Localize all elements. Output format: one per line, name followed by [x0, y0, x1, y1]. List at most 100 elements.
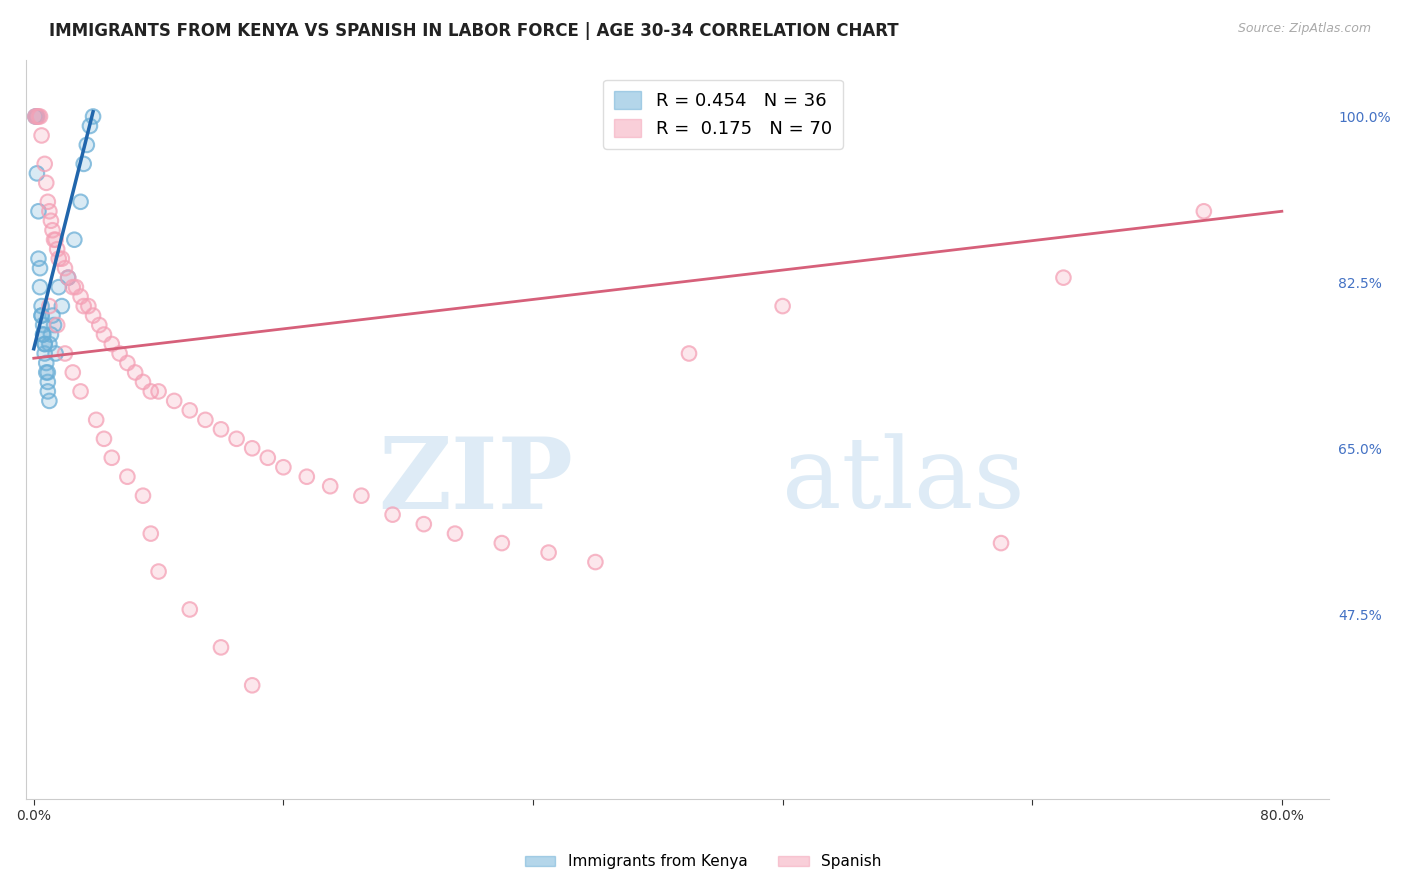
- Point: [38, 204, 60, 219]
- Point: [117, 469, 139, 483]
- Point: [124, 366, 146, 380]
- Point: [89, 318, 111, 332]
- Point: [194, 413, 217, 427]
- Point: [101, 450, 124, 465]
- Point: [37, 384, 59, 399]
- Point: [583, 555, 606, 569]
- Point: [148, 565, 170, 579]
- Point: [990, 536, 1012, 550]
- Point: [73, 299, 96, 313]
- Point: [319, 479, 342, 493]
- Legend: Immigrants from Kenya, Spanish: Immigrants from Kenya, Spanish: [519, 848, 887, 875]
- Point: [93, 327, 115, 342]
- Point: [25, 166, 48, 180]
- Point: [27, 110, 49, 124]
- Point: [37, 384, 59, 399]
- Point: [73, 157, 96, 171]
- Point: [139, 384, 162, 399]
- Point: [25, 110, 48, 124]
- Point: [35, 356, 58, 370]
- Point: [35, 366, 58, 380]
- Point: [31, 309, 53, 323]
- Point: [38, 393, 60, 408]
- Point: [34, 337, 56, 351]
- Point: [444, 526, 467, 541]
- Point: [62, 366, 84, 380]
- Point: [179, 403, 201, 417]
- Point: [179, 602, 201, 616]
- Point: [225, 432, 247, 446]
- Point: [240, 442, 263, 456]
- Point: [62, 280, 84, 294]
- Point: [108, 346, 131, 360]
- Point: [24, 110, 46, 124]
- Point: [37, 194, 59, 209]
- Point: [39, 213, 62, 227]
- Point: [82, 309, 104, 323]
- Point: [79, 119, 101, 133]
- Point: [45, 233, 67, 247]
- Point: [56, 270, 79, 285]
- Point: [35, 356, 58, 370]
- Point: [31, 299, 53, 313]
- Point: [179, 602, 201, 616]
- Point: [45, 346, 67, 360]
- Point: [273, 460, 295, 475]
- Point: [32, 327, 55, 342]
- Point: [89, 318, 111, 332]
- Point: [163, 393, 186, 408]
- Point: [51, 299, 73, 313]
- Point: [24, 110, 46, 124]
- Point: [93, 327, 115, 342]
- Point: [350, 489, 373, 503]
- Point: [381, 508, 404, 522]
- Point: [34, 337, 56, 351]
- Point: [76, 137, 98, 152]
- Point: [46, 242, 69, 256]
- Point: [25, 166, 48, 180]
- Point: [65, 280, 87, 294]
- Point: [37, 375, 59, 389]
- Point: [77, 299, 100, 313]
- Point: [32, 327, 55, 342]
- Point: [56, 270, 79, 285]
- Point: [63, 233, 86, 247]
- Point: [163, 393, 186, 408]
- Text: Source: ZipAtlas.com: Source: ZipAtlas.com: [1237, 22, 1371, 36]
- Point: [24, 110, 46, 124]
- Point: [51, 252, 73, 266]
- Point: [101, 337, 124, 351]
- Point: [48, 280, 70, 294]
- Point: [45, 346, 67, 360]
- Point: [38, 337, 60, 351]
- Point: [69, 384, 91, 399]
- Point: [27, 204, 49, 219]
- Point: [117, 356, 139, 370]
- Point: [139, 384, 162, 399]
- Point: [73, 299, 96, 313]
- Point: [79, 119, 101, 133]
- Point: [209, 640, 232, 655]
- Point: [1192, 204, 1215, 219]
- Point: [38, 299, 60, 313]
- Point: [82, 110, 104, 124]
- Point: [32, 327, 55, 342]
- Point: [148, 384, 170, 399]
- Point: [132, 489, 155, 503]
- Point: [139, 526, 162, 541]
- Point: [34, 346, 56, 360]
- Point: [34, 157, 56, 171]
- Point: [37, 375, 59, 389]
- Point: [148, 384, 170, 399]
- Point: [225, 432, 247, 446]
- Point: [35, 366, 58, 380]
- Point: [32, 318, 55, 332]
- Point: [240, 678, 263, 692]
- Point: [295, 469, 318, 483]
- Point: [32, 318, 55, 332]
- Point: [28, 261, 51, 276]
- Point: [93, 432, 115, 446]
- Point: [124, 366, 146, 380]
- Point: [31, 128, 53, 143]
- Point: [132, 375, 155, 389]
